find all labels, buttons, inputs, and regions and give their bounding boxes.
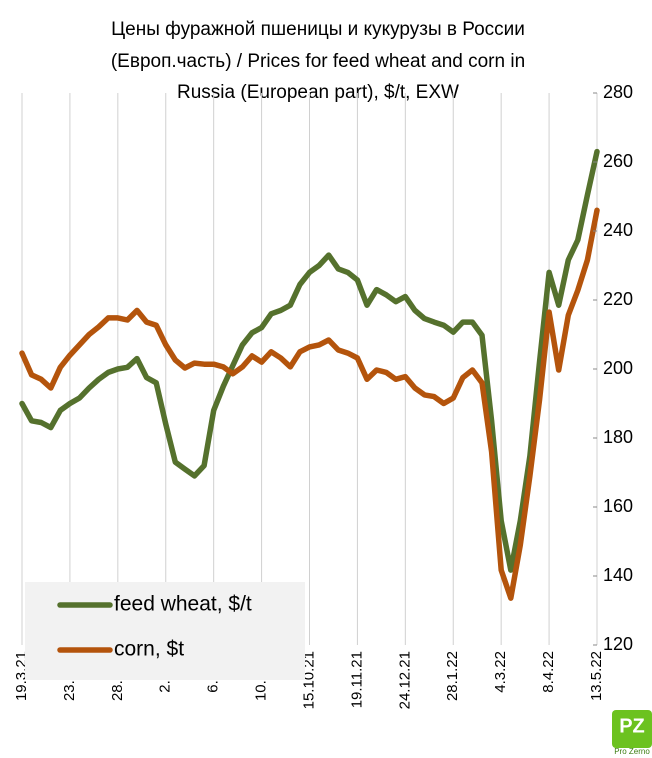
x-tick-label: 28.1.22 — [444, 651, 461, 701]
y-tick-label: 240 — [603, 220, 633, 240]
series-line — [19, 148, 600, 573]
x-tick-label: 19.11.21 — [348, 651, 365, 708]
y-tick-label: 140 — [603, 565, 633, 585]
logo-badge — [612, 710, 652, 748]
y-tick-label: 220 — [603, 289, 633, 309]
legend: feed wheat, $/t corn, $t — [25, 582, 305, 680]
y-tick-label: 200 — [603, 358, 633, 378]
y-tick-label: 280 — [603, 82, 633, 102]
y-tick-label: 160 — [603, 496, 633, 516]
logo: PZ Pro Zerno — [612, 710, 652, 756]
lines — [19, 148, 600, 601]
legend-box — [25, 582, 305, 680]
y-tick-label: 120 — [603, 634, 633, 654]
ticks: 19.3.2123.4.2128.5.212.7.216.8.2110.9.21… — [13, 82, 633, 710]
legend-label: corn, $t — [114, 638, 184, 661]
chart-title: Цены фуражной пшеницы и кукурузы в Росси… — [111, 19, 525, 40]
logo-text: Pro Zerno — [614, 747, 650, 756]
y-tick-label: 180 — [603, 427, 633, 447]
x-tick-label: 8.4.22 — [540, 651, 557, 693]
x-tick-label: 24.12.21 — [396, 651, 413, 709]
y-tick-label: 260 — [603, 151, 633, 171]
logo-text: PZ — [619, 715, 645, 737]
chart-title: Russia (European part), $/t, EXW — [177, 82, 459, 103]
legend-label: feed wheat, $/t — [114, 593, 252, 616]
series-line — [19, 207, 600, 601]
x-tick-label: 13.5.22 — [588, 651, 605, 701]
x-tick-label: 4.3.22 — [492, 651, 509, 693]
chart-title: (Европ.часть) / Prices for feed wheat an… — [111, 51, 525, 72]
